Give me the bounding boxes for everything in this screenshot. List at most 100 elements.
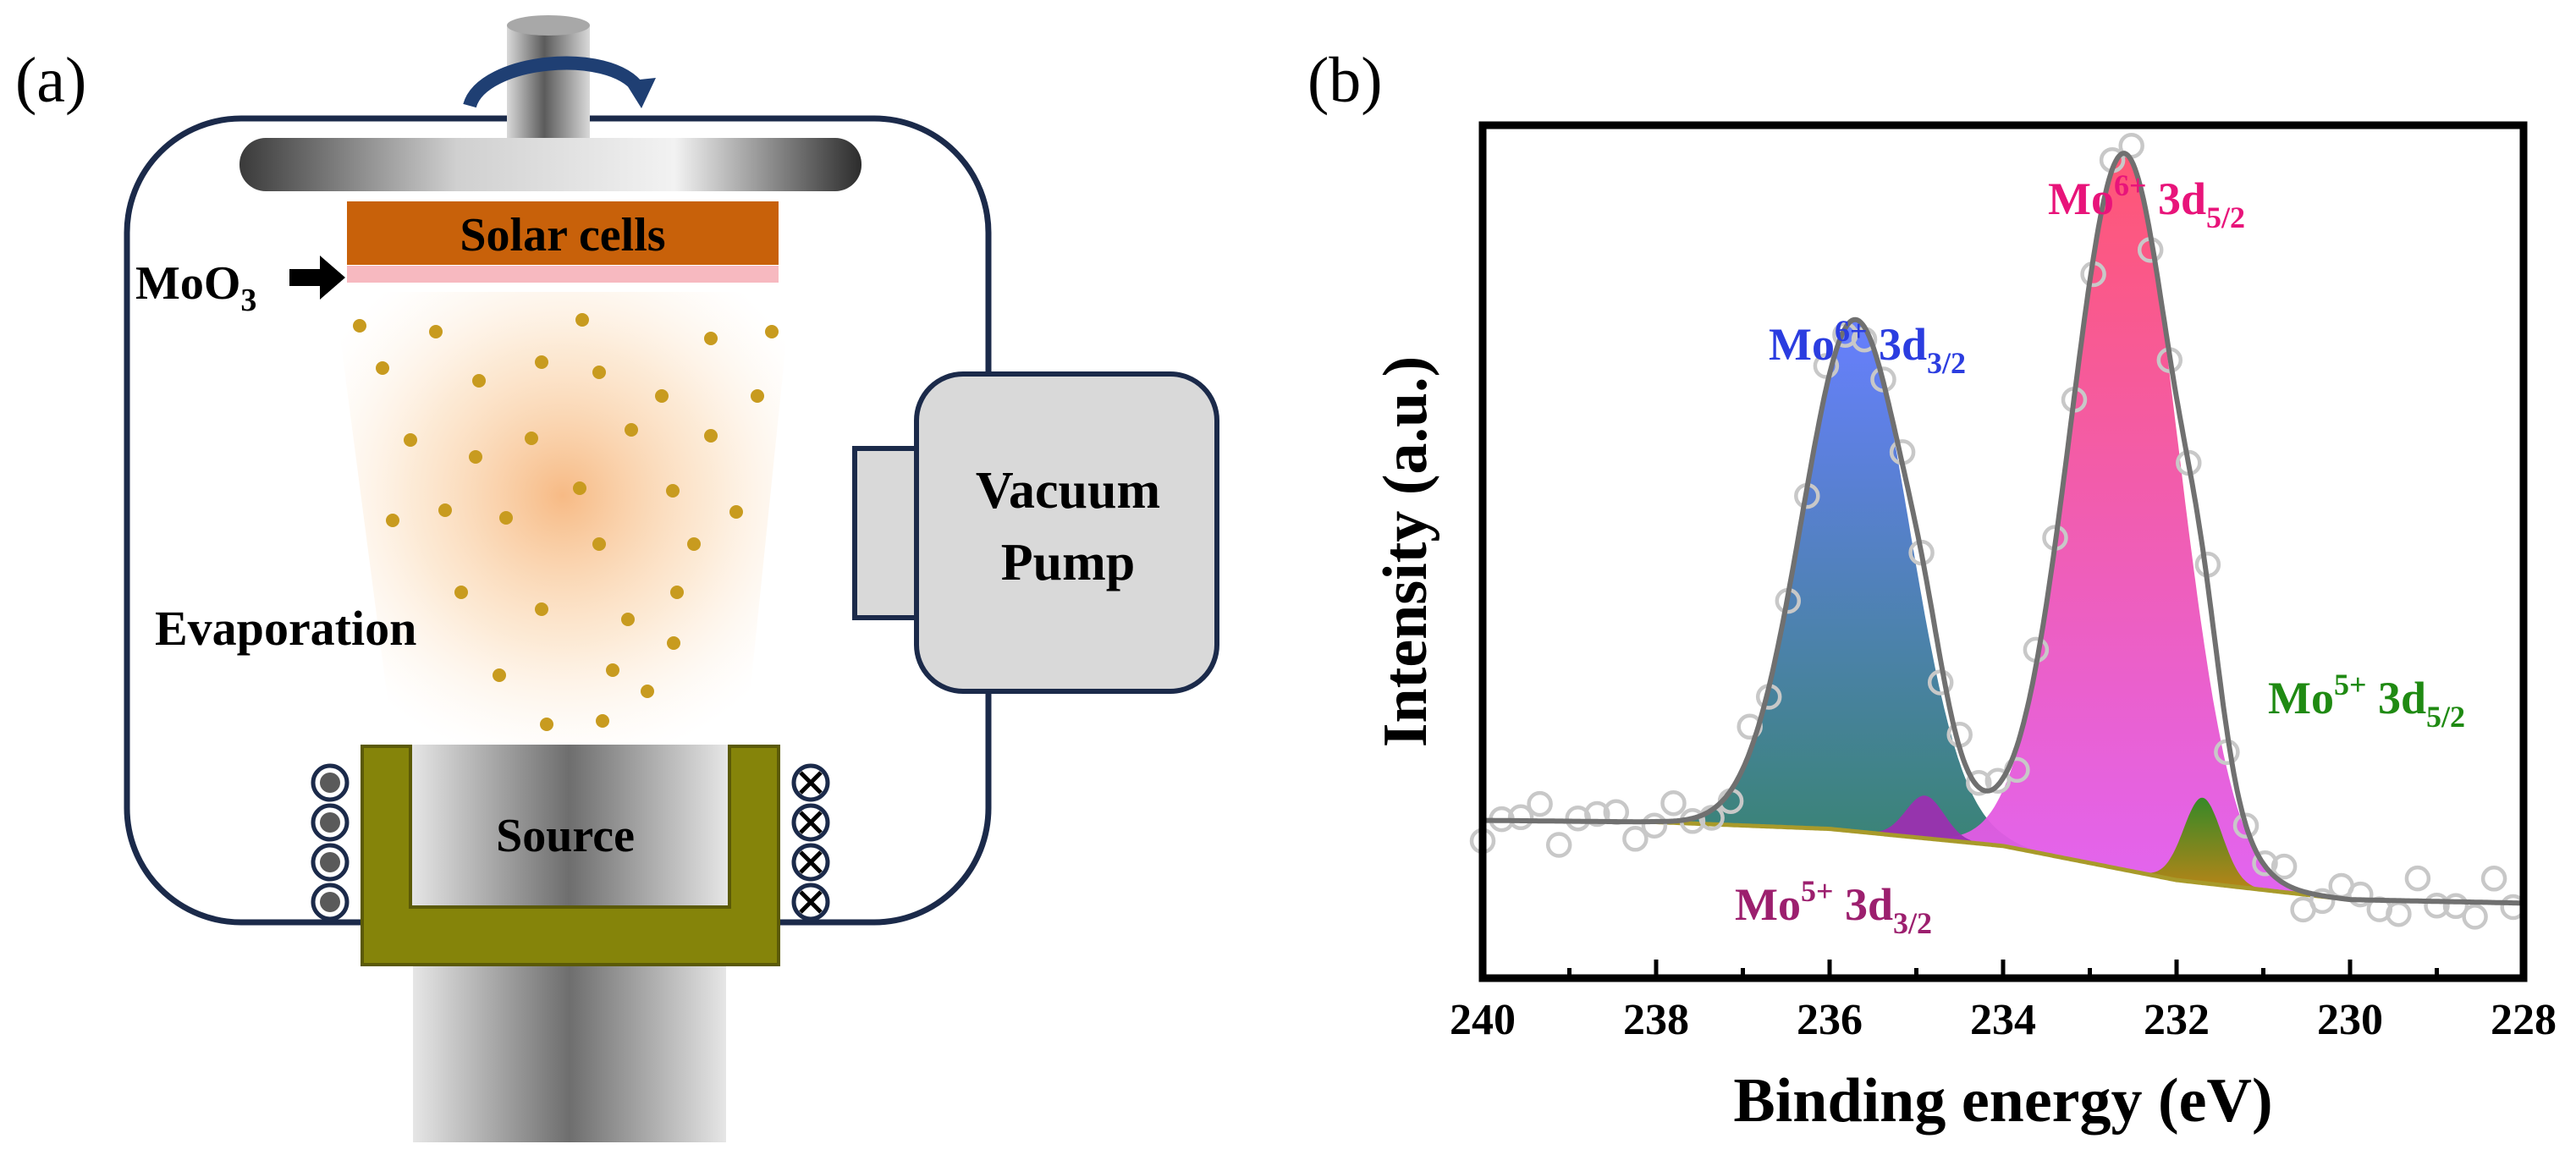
data-point: [2442, 893, 2469, 920]
label-mo5-3d32: Mo5+ 3d3/2: [1735, 874, 1932, 940]
moo3-label: MoO3: [135, 257, 256, 318]
data-point: [2462, 904, 2488, 930]
coil-right: [791, 763, 830, 921]
particle: [704, 429, 718, 443]
particle: [404, 433, 417, 447]
rotation-arrow-icon: [463, 56, 645, 109]
moo3-arrow-icon: [289, 256, 345, 300]
particle: [667, 636, 680, 650]
x-axis-label: Binding energy (eV): [1733, 1066, 2272, 1136]
particle: [704, 332, 718, 345]
peak-mo5-3d52: [2127, 797, 2279, 892]
x-tick-label: 232: [2144, 996, 2210, 1044]
rotation-shaft: [507, 25, 590, 148]
peak-mo6-3d32: [1642, 319, 2071, 860]
coil-dot-icon: [311, 803, 350, 842]
particle: [729, 505, 743, 519]
data-point: [1641, 812, 1668, 839]
data-point: [2348, 881, 2374, 908]
particle: [525, 432, 538, 445]
particle: [573, 481, 586, 495]
particle: [625, 423, 638, 437]
data-point: [1813, 353, 1840, 379]
particle: [454, 586, 468, 599]
particle: [751, 389, 764, 403]
data-point: [2232, 812, 2260, 839]
particle: [376, 361, 389, 375]
peak-mo6-3d52: [1911, 153, 2340, 899]
particle: [592, 537, 606, 551]
y-axis-label: Intensity (a.u.): [1371, 356, 1440, 748]
source-block: [410, 745, 728, 910]
x-axis-ticks: 240 238 236 234 232 230 228: [1450, 960, 2557, 1044]
data-point: [2271, 853, 2298, 880]
data-point: [1966, 769, 1992, 796]
x-tick-label: 230: [2317, 996, 2383, 1044]
shaft-top: [507, 15, 590, 36]
particle: [540, 718, 553, 731]
coil-dot-icon: [311, 763, 350, 802]
pump-body: [914, 371, 1219, 694]
evaporated-particles: [353, 313, 779, 731]
particle: [535, 355, 548, 369]
coil-cross-icon: [791, 763, 830, 802]
data-point: [2404, 865, 2431, 892]
data-point: [1527, 790, 1553, 817]
vacuum-pump-label-line1: Vacuum: [976, 462, 1160, 520]
source-label: Source: [496, 810, 635, 862]
label-mo5-3d52: Mo5+ 3d5/2: [2268, 668, 2465, 734]
particle: [493, 668, 506, 682]
particle: [641, 685, 654, 698]
vacuum-pump: Vacuum Pump: [852, 371, 1219, 694]
particle: [655, 389, 669, 403]
evaporation-label: Evaporation: [155, 601, 416, 656]
solar-cells-label: Solar cells: [460, 209, 665, 261]
data-point: [2252, 850, 2278, 877]
panel-a: (a) Vacuum Pump Solar cells MoO3 Evapora…: [15, 15, 1219, 1142]
measured-points: [1469, 133, 2526, 930]
data-point: [2424, 892, 2450, 919]
solar-cells-layer: [347, 201, 779, 265]
data-point: [1545, 832, 1572, 858]
data-point: [1584, 800, 1610, 828]
panel-b: (b) 240 238 236 234 232 230 228 Binding energy…: [1307, 45, 2557, 1136]
panel-a-label: (a): [15, 45, 86, 116]
x-tick-label: 228: [2491, 996, 2557, 1044]
particle: [386, 514, 399, 527]
coil-cross-icon: [791, 803, 830, 842]
particle: [535, 602, 548, 616]
particle: [596, 714, 609, 728]
particle: [472, 374, 486, 388]
particle: [666, 484, 680, 498]
particle: [592, 366, 606, 379]
coil-cross-icon: [791, 883, 830, 921]
x-tick-label: 234: [1970, 996, 2036, 1044]
coil-left: [311, 763, 350, 921]
particle: [621, 613, 635, 626]
rotation-arrowhead-icon: [625, 78, 656, 108]
particle: [687, 537, 701, 551]
particle: [499, 511, 513, 525]
x-tick-label: 240: [1450, 996, 1516, 1044]
data-point: [2309, 888, 2336, 915]
crucible: [361, 745, 780, 966]
envelope-fit: [1483, 151, 2524, 906]
particle: [606, 663, 619, 677]
data-point: [2480, 866, 2507, 892]
evaporation-plume: [334, 292, 791, 745]
peak-labels: Mo6+ 3d3/2 Mo6+ 3d5/2 Mo5+ 3d5/2 Mo5+ 3d3/2: [1735, 168, 2465, 940]
data-point: [1507, 804, 1534, 831]
particle: [670, 586, 684, 599]
coil-cross-icon: [791, 843, 830, 882]
data-point: [1984, 767, 2012, 794]
panel-b-label: (b): [1307, 45, 1383, 116]
particle: [575, 313, 589, 327]
pump-connector: [852, 446, 922, 620]
x-tick-label: 236: [1797, 996, 1863, 1044]
vacuum-pump-label-line2: Pump: [1001, 534, 1135, 591]
particle: [469, 450, 482, 464]
label-mo6-3d32: Mo6+ 3d3/2: [1769, 314, 1966, 380]
x-tick-label: 238: [1623, 996, 1689, 1044]
moo3-layer: [347, 266, 779, 283]
